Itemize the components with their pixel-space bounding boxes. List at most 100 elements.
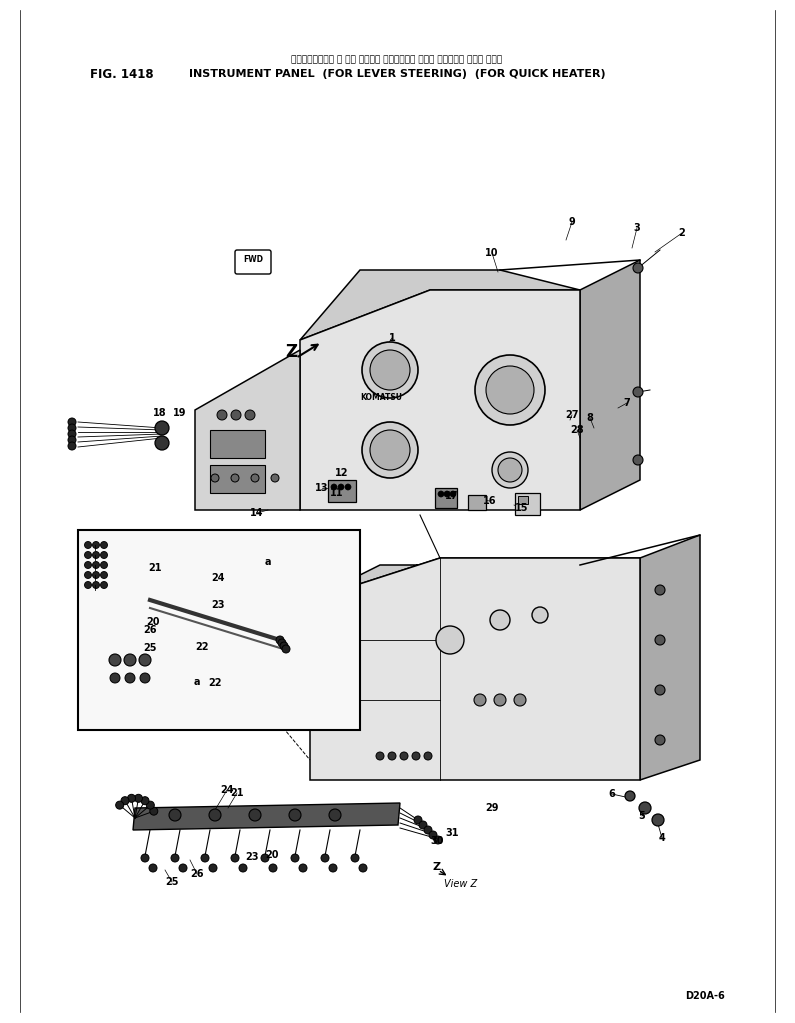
Circle shape	[388, 752, 396, 760]
Circle shape	[68, 418, 76, 426]
Circle shape	[245, 410, 255, 420]
Text: 1: 1	[389, 333, 395, 343]
Circle shape	[494, 694, 506, 706]
Circle shape	[492, 452, 528, 488]
Text: 21: 21	[148, 563, 161, 573]
Text: 2: 2	[679, 228, 685, 238]
Circle shape	[201, 854, 209, 862]
Circle shape	[329, 809, 341, 821]
Circle shape	[140, 673, 150, 683]
Bar	[210, 465, 265, 493]
Circle shape	[100, 541, 107, 548]
Bar	[210, 430, 265, 458]
Circle shape	[110, 673, 120, 683]
Circle shape	[139, 654, 151, 666]
Circle shape	[100, 581, 107, 588]
Polygon shape	[580, 260, 640, 510]
Bar	[328, 480, 356, 502]
Circle shape	[209, 809, 221, 821]
Circle shape	[209, 864, 217, 872]
Text: 3: 3	[634, 223, 641, 233]
Circle shape	[434, 836, 442, 844]
Circle shape	[100, 551, 107, 559]
Circle shape	[444, 491, 450, 497]
Circle shape	[450, 491, 456, 497]
Text: 31: 31	[445, 828, 459, 838]
Text: 25: 25	[165, 877, 179, 887]
Circle shape	[84, 541, 91, 548]
Circle shape	[239, 864, 247, 872]
Polygon shape	[640, 535, 700, 780]
Text: Z: Z	[285, 343, 297, 361]
Text: 14: 14	[250, 508, 264, 518]
Circle shape	[429, 831, 437, 839]
Polygon shape	[195, 350, 300, 510]
Text: 29: 29	[485, 803, 498, 813]
Circle shape	[359, 864, 367, 872]
Circle shape	[127, 794, 135, 802]
Text: 16: 16	[483, 496, 497, 506]
Circle shape	[370, 430, 410, 470]
Circle shape	[376, 752, 384, 760]
Circle shape	[121, 797, 129, 805]
Circle shape	[92, 581, 99, 588]
Text: 適用番号: 適用番号	[124, 712, 142, 720]
Circle shape	[261, 854, 269, 862]
Text: 23: 23	[211, 601, 225, 610]
Circle shape	[84, 572, 91, 578]
Text: 11: 11	[330, 488, 343, 498]
Circle shape	[125, 673, 135, 683]
Text: Z: Z	[433, 862, 441, 872]
Circle shape	[109, 654, 121, 666]
Circle shape	[362, 342, 418, 398]
Circle shape	[633, 455, 643, 465]
Polygon shape	[175, 540, 265, 598]
Circle shape	[249, 809, 261, 821]
Text: 23: 23	[245, 852, 258, 862]
Polygon shape	[310, 558, 640, 780]
Circle shape	[424, 752, 432, 760]
Circle shape	[217, 410, 227, 420]
Text: 7: 7	[623, 398, 630, 408]
Circle shape	[475, 355, 545, 425]
Text: 21: 21	[231, 788, 244, 798]
Text: FWD: FWD	[243, 256, 263, 265]
Circle shape	[231, 474, 239, 482]
Text: View Z: View Z	[444, 879, 478, 889]
Circle shape	[625, 791, 635, 801]
Polygon shape	[310, 558, 640, 601]
Polygon shape	[133, 803, 400, 830]
Text: FIG. 1418: FIG. 1418	[90, 68, 153, 81]
Circle shape	[100, 572, 107, 578]
Text: 28: 28	[570, 425, 584, 435]
Text: 26: 26	[143, 625, 157, 635]
Circle shape	[92, 572, 99, 578]
Circle shape	[141, 797, 149, 805]
Text: 17: 17	[445, 491, 459, 501]
Circle shape	[280, 642, 288, 650]
Circle shape	[278, 639, 286, 647]
Circle shape	[84, 562, 91, 569]
Circle shape	[490, 610, 510, 630]
Circle shape	[655, 685, 665, 695]
Text: 25: 25	[143, 643, 157, 653]
Text: 20: 20	[146, 617, 160, 627]
Circle shape	[269, 864, 277, 872]
Circle shape	[329, 864, 337, 872]
Circle shape	[400, 752, 408, 760]
Text: KOMATSU: KOMATSU	[360, 394, 402, 402]
Circle shape	[231, 854, 239, 862]
Text: 26: 26	[190, 869, 204, 879]
Polygon shape	[300, 270, 580, 340]
Circle shape	[68, 430, 76, 438]
Circle shape	[149, 864, 157, 872]
Circle shape	[155, 436, 169, 450]
Polygon shape	[300, 290, 580, 510]
Text: 9: 9	[568, 217, 576, 227]
Circle shape	[532, 607, 548, 623]
Circle shape	[345, 484, 351, 490]
Circle shape	[231, 410, 241, 420]
Circle shape	[141, 854, 149, 862]
Polygon shape	[95, 570, 285, 601]
Circle shape	[438, 491, 444, 497]
